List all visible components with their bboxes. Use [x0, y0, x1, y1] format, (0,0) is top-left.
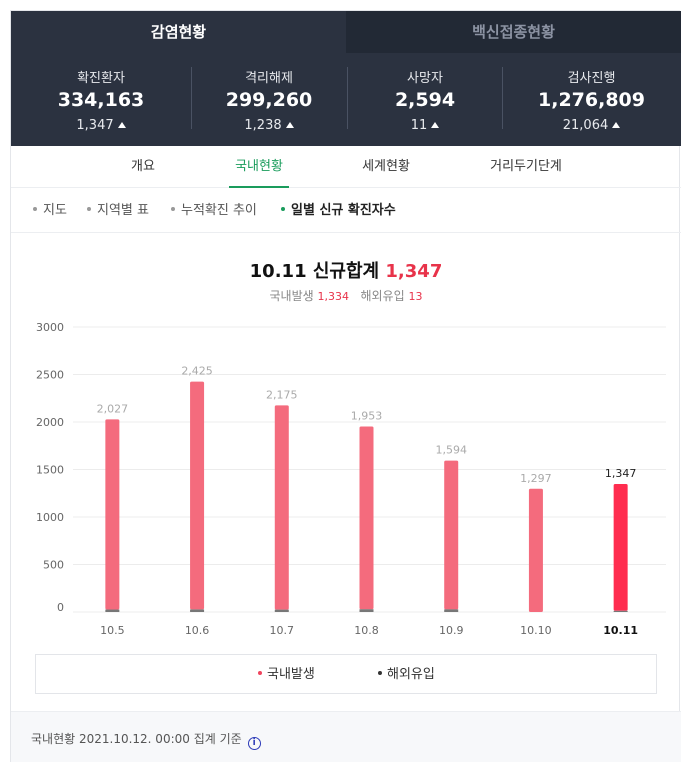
- bar-domestic: [190, 381, 205, 610]
- divider: [191, 67, 192, 129]
- bar-domestic: [613, 484, 628, 611]
- bar-domestic: [528, 488, 543, 612]
- up-triangle-icon: [117, 122, 126, 128]
- y-tick-label: 2000: [36, 416, 64, 429]
- bar-overseas: [444, 609, 459, 612]
- bar-total-label: 1,297: [520, 472, 552, 485]
- stat-value: 2,594: [394, 89, 456, 111]
- tab-overview[interactable]: 개요: [131, 159, 155, 174]
- divider: [347, 67, 348, 129]
- view-daily-new-cases[interactable]: 일별 신규 확진자수: [281, 189, 396, 233]
- legend-item-overseas[interactable]: 해외유입: [378, 655, 435, 695]
- bar-total-label: 1,594: [435, 444, 467, 457]
- y-tick-label: 1000: [36, 511, 64, 524]
- x-tick-label: 10.7: [270, 624, 295, 637]
- x-tick-label: 10.11: [603, 624, 638, 637]
- summary-header: 감염현황 백신접종현황 확진환자 334,163 1,347 격리해제 299,…: [11, 11, 681, 146]
- view-cumulative-trend[interactable]: 누적확진 추이: [171, 189, 257, 233]
- stat-value: 299,260: [225, 89, 313, 111]
- stat-change: 11: [410, 118, 428, 133]
- footer-text: 국내현황 2021.10.12. 00:00 집계 기준: [31, 732, 242, 746]
- headline-total: 1,347: [385, 261, 443, 282]
- stat-confirmed: 확진환자 334,163 1,347: [11, 53, 191, 146]
- chart-subline: 국내발생 1,334 해외유입 13: [11, 287, 681, 304]
- chart-legend: 국내발생 해외유입: [35, 654, 657, 694]
- x-tick-label: 10.6: [185, 624, 210, 637]
- headline-label: 신규합계: [312, 261, 380, 282]
- stat-label: 확진환자: [77, 71, 125, 86]
- bar-total-label: 2,425: [181, 365, 213, 378]
- bar-domestic: [359, 426, 374, 610]
- domestic-label: 국내발생: [269, 289, 314, 303]
- stat-change: 1,347: [76, 118, 114, 133]
- bar-overseas: [105, 609, 120, 612]
- y-tick-label: 1500: [36, 464, 64, 477]
- info-icon[interactable]: i: [247, 737, 261, 750]
- stat-label: 사망자: [407, 71, 443, 86]
- y-tick-label: 2500: [36, 369, 64, 382]
- bar-overseas: [613, 610, 628, 612]
- bar-total-label: 2,175: [266, 388, 298, 401]
- view-region-table[interactable]: 지역별 표: [87, 189, 149, 233]
- overseas-label: 해외유입: [360, 289, 405, 303]
- footer: 국내현황 2021.10.12. 00:00 집계 기준 i: [11, 711, 681, 762]
- tab-infection-status[interactable]: 감염현황: [11, 11, 346, 53]
- y-tick-label: 3000: [36, 321, 64, 334]
- up-triangle-icon: [285, 122, 294, 128]
- divider: [502, 67, 503, 129]
- bar-domestic: [105, 419, 120, 610]
- chart-headline: 10.11 신규합계 1,347: [11, 257, 681, 283]
- bar-overseas: [190, 609, 205, 612]
- bar-overseas: [359, 609, 374, 612]
- covid-status-panel: 감염현황 백신접종현황 확진환자 334,163 1,347 격리해제 299,…: [10, 10, 681, 762]
- stat-deaths: 사망자 2,594 11: [347, 53, 503, 146]
- x-tick-label: 10.5: [100, 624, 125, 637]
- stat-released: 격리해제 299,260 1,238: [191, 53, 347, 146]
- tab-world[interactable]: 세계현황: [362, 159, 410, 174]
- x-tick-label: 10.8: [354, 624, 379, 637]
- tab-vaccination-status[interactable]: 백신접종현황: [346, 11, 681, 53]
- bar-total-label: 1,953: [351, 409, 383, 422]
- stat-value: 334,163: [57, 89, 145, 111]
- bar-domestic: [444, 460, 459, 610]
- tab-domestic[interactable]: 국내현황: [229, 146, 289, 188]
- stat-value: 1,276,809: [538, 89, 645, 111]
- main-tabs: 감염현황 백신접종현황: [11, 11, 681, 53]
- legend-item-domestic[interactable]: 국내발생: [258, 655, 315, 695]
- bar-total-label: 1,347: [605, 467, 637, 480]
- y-tick-label: 500: [43, 559, 64, 572]
- domestic-count: 1,334: [317, 290, 350, 303]
- stat-label: 격리해제: [245, 71, 293, 86]
- daily-cases-chart: 0 500 1000 1500 2000 2500 3000 2,027 10.5 2,425 10…: [36, 321, 666, 637]
- x-tick-label: 10.9: [439, 624, 464, 637]
- sub-tabs: 개요 국내현황 세계현황 거리두기단계: [11, 146, 681, 188]
- stats-row: 확진환자 334,163 1,347 격리해제 299,260 1,238 사망…: [11, 53, 681, 146]
- overseas-count: 13: [408, 290, 423, 303]
- stat-change: 1,238: [244, 118, 282, 133]
- y-tick-label: 0: [57, 601, 64, 614]
- stat-label: 검사진행: [567, 71, 616, 86]
- stat-change: 21,064: [562, 118, 609, 133]
- view-map[interactable]: 지도: [33, 189, 67, 233]
- up-triangle-icon: [431, 122, 440, 128]
- x-tick-label: 10.10: [520, 624, 552, 637]
- up-triangle-icon: [612, 122, 621, 128]
- bar-overseas: [274, 609, 289, 612]
- stat-testing: 검사진행 1,276,809 21,064: [502, 53, 681, 146]
- bar-total-label: 2,027: [97, 402, 129, 415]
- tab-distancing-level[interactable]: 거리두기단계: [490, 159, 562, 174]
- headline-date: 10.11: [249, 261, 307, 282]
- view-menu: 지도 지역별 표 누적확진 추이 일별 신규 확진자수: [11, 189, 681, 233]
- bar-domestic: [274, 405, 289, 610]
